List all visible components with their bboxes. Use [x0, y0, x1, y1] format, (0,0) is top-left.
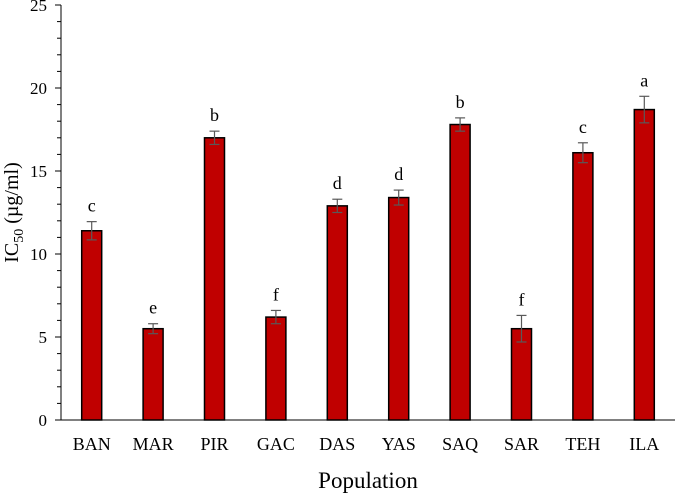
error-bar-das	[332, 198, 343, 214]
error-bars	[86, 95, 650, 343]
x-tick-label-pir: PIR	[200, 434, 228, 454]
significance-letter-sar: f	[519, 289, 525, 309]
y-axis: 0 5 10 15 20 25	[30, 0, 62, 430]
bar-ila	[633, 108, 656, 421]
significance-letter-pir: b	[210, 105, 219, 125]
significance-letter-teh: c	[579, 117, 587, 137]
bar-gac	[265, 316, 287, 421]
bar-yas	[387, 196, 410, 421]
error-bar-gac	[270, 309, 281, 325]
significance-letter-saq: b	[456, 92, 465, 112]
y-tick-label: 10	[30, 245, 47, 264]
y-tick-label: 5	[39, 328, 48, 347]
x-tick-label-ila: ILA	[629, 434, 659, 454]
error-bar-saq	[455, 117, 466, 132]
bar-saq	[449, 123, 471, 421]
x-tick-label-gac: GAC	[257, 434, 295, 454]
y-axis-title-subscript: 50	[12, 229, 27, 243]
significance-letter-gac: f	[273, 284, 279, 304]
error-bar-ila	[639, 95, 650, 124]
x-tick-label-teh: TEH	[565, 434, 600, 454]
error-bar-teh	[577, 142, 588, 164]
y-axis-title: IC50 (µg/ml)	[1, 162, 27, 263]
y-tick-label: 25	[30, 0, 47, 15]
x-tick-label-ban: BAN	[73, 434, 111, 454]
bar-mar	[142, 327, 164, 421]
significance-letter-yas: d	[394, 164, 403, 184]
significance-letter-ban: c	[88, 196, 96, 216]
y-tick-label: 20	[30, 79, 47, 98]
error-bar-pir	[209, 130, 220, 146]
error-bar-ban	[86, 221, 97, 241]
x-tick-label-yas: YAS	[382, 434, 416, 454]
significance-letter-ila: a	[640, 70, 648, 90]
x-axis: BAN MAR PIR GAC DAS YAS SAQ SAR TEH ILA	[61, 419, 675, 454]
significance-letter-mar: e	[149, 298, 157, 318]
bar-pir	[203, 137, 226, 421]
y-axis-title-main: IC	[1, 243, 23, 263]
x-tick-label-das: DAS	[319, 434, 355, 454]
error-bar-yas	[393, 189, 404, 206]
error-bar-sar	[516, 314, 527, 343]
y-tick-label: 0	[39, 411, 48, 430]
error-bar-mar	[148, 323, 159, 335]
y-tick-label: 15	[30, 162, 47, 181]
y-axis-title-unit: (µg/ml)	[1, 162, 23, 229]
x-tick-label-sar: SAR	[504, 434, 539, 454]
significance-letter-das: d	[333, 173, 342, 193]
bar-teh	[572, 151, 594, 421]
x-axis-title: Population	[318, 468, 418, 493]
significance-letters: c e b f d d b f c a	[88, 70, 649, 317]
bar-das	[326, 205, 349, 421]
bar-ban	[80, 230, 103, 421]
bars	[80, 108, 656, 421]
x-tick-label-saq: SAQ	[442, 434, 478, 454]
x-tick-label-mar: MAR	[133, 434, 174, 454]
